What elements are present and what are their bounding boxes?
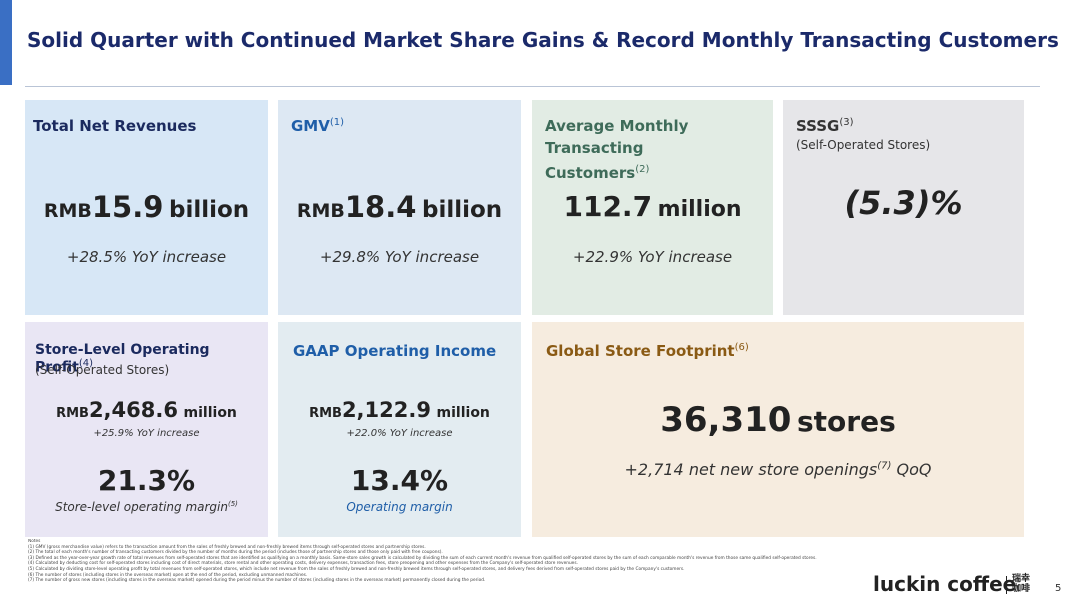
card-title: SSSG (796, 117, 840, 135)
card-title: Global Store Footprint (546, 342, 735, 360)
note: (6) The number of stores (including stor… (28, 572, 308, 578)
unit: million (657, 197, 742, 222)
prefix: RMB (56, 406, 89, 421)
card: Total Net Revenues RMB15.9 billion +28.5… (25, 100, 268, 315)
note: (3) Defined as the year-over-year growth… (28, 555, 817, 561)
note: (5) Calculated by dividing store-level o… (28, 566, 685, 572)
footnote-ref: (1) (329, 117, 345, 128)
notes-heading: Notes (28, 539, 41, 544)
footnote-ref: (7) (877, 460, 892, 472)
card: GAAP Operating Income RMB2,122.9 million… (278, 322, 521, 537)
change: +29.8% YoY increase (319, 248, 480, 266)
unit: stores (797, 405, 896, 438)
change: +2,714 net new store openings (624, 460, 878, 479)
margin-label: Store-level operating margin (55, 500, 228, 514)
card-title: Average Monthly Transacting Customers (545, 117, 689, 182)
number: 15.9 (91, 190, 164, 224)
change-suffix: QoQ (896, 460, 932, 479)
card-subtitle: (Self-Operated Stores) (796, 138, 931, 152)
card: Global Store Footprint(6) 36,310 stores … (532, 322, 1024, 537)
card-title: GAAP Operating Income (293, 342, 497, 360)
footnote-ref: (6) (734, 342, 749, 353)
metric: 112.7 million (532, 190, 773, 223)
prefix: RMB (309, 406, 342, 421)
metric: RMB2,122.9 million (278, 398, 521, 422)
footnote-ref: (2) (635, 164, 650, 175)
card: Average Monthly Transacting Customers(2)… (532, 100, 773, 315)
brand-logo: luckin coffee (873, 572, 1017, 596)
change: +22.0% YoY increase (346, 428, 453, 439)
card: SSSG(3) (Self-Operated Stores) (5.3)% (783, 100, 1024, 315)
footnote-ref: (3) (839, 117, 854, 128)
change: +22.9% YoY increase (572, 248, 733, 266)
note: (2) The total of each month's number of … (28, 550, 443, 556)
slide-title: Solid Quarter with Continued Market Shar… (27, 28, 1059, 52)
card: GMV(1) RMB18.4 billion +29.8% YoY increa… (278, 100, 521, 315)
notes: Notes (1) GMV (gross merchandise value) … (28, 539, 858, 599)
number: 18.4 (344, 190, 417, 224)
prefix: RMB (43, 200, 92, 222)
change: +25.9% YoY increase (93, 428, 200, 439)
note: (1) GMV (gross merchandise value) refers… (28, 544, 426, 550)
note: (7) The number of gross new stores (incl… (28, 578, 486, 584)
metric: (5.3)% (844, 184, 963, 222)
card-subtitle: (Self-Operated Stores) (35, 363, 170, 377)
margin-label: Operating margin (346, 500, 453, 514)
margin-value: 21.3% (97, 464, 196, 497)
note: (4) Calculated by deducting cost for sel… (28, 561, 578, 567)
card-title: GMV (291, 117, 330, 135)
metric: 36,310 stores (532, 400, 1024, 440)
change: +28.5% YoY increase (66, 248, 227, 266)
footnote-ref: (4) (78, 358, 94, 369)
logo-divider (1006, 576, 1007, 594)
card-title: Store-Level Operating Profit (35, 342, 210, 376)
accent-bar (0, 0, 12, 85)
brand-cn: 瑞幸咖啡 (1012, 574, 1031, 594)
number: 112.7 (563, 190, 653, 223)
unit: billion (168, 197, 250, 223)
footnote-ref: (5) (227, 500, 238, 508)
number: 2,122.9 (341, 398, 431, 422)
margin-value: 13.4% (350, 464, 449, 497)
unit: million (436, 405, 490, 421)
divider (25, 86, 1040, 87)
metric: RMB18.4 billion (278, 190, 521, 224)
unit: million (183, 405, 237, 421)
card-title: Total Net Revenues (33, 117, 197, 135)
page-number: 5 (1055, 583, 1062, 594)
card: Store-Level Operating Profit(4) (Self-Op… (25, 322, 268, 537)
number: 2,468.6 (88, 398, 178, 422)
metric: RMB15.9 billion (25, 190, 268, 224)
unit: billion (421, 197, 503, 223)
number: 36,310 (660, 400, 792, 440)
metric: RMB2,468.6 million (25, 398, 268, 422)
prefix: RMB (296, 200, 345, 222)
